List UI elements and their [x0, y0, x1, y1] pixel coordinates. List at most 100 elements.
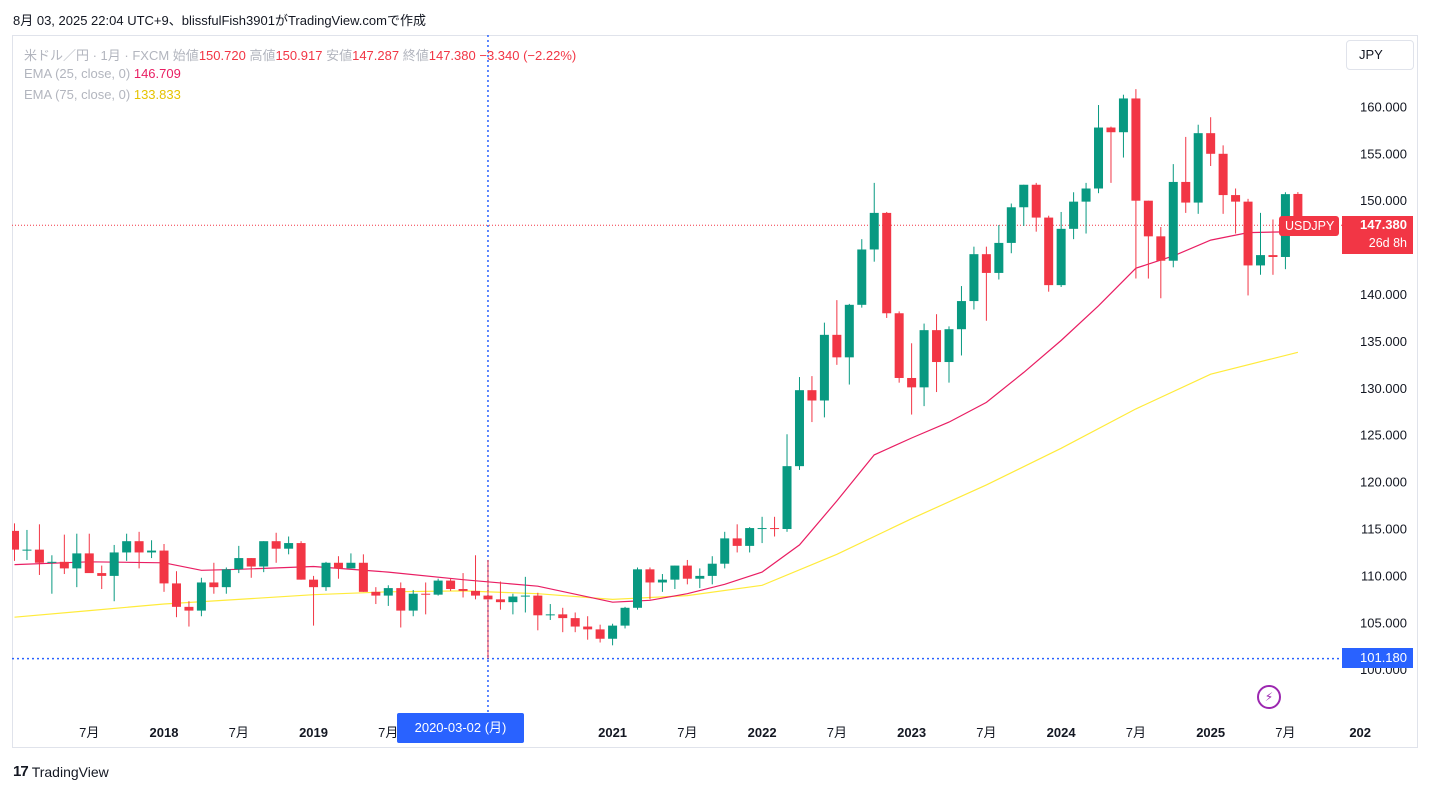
candle-body: [545, 614, 555, 616]
ema75-value: 133.833: [133, 87, 181, 102]
lightning-icon[interactable]: ⚡: [1257, 685, 1281, 709]
candle-body: [22, 549, 32, 551]
y-tick-label: 125.000: [1360, 428, 1407, 443]
x-tick-label: 7月: [79, 725, 99, 740]
candle-body: [657, 579, 667, 583]
candle-body: [794, 390, 804, 467]
candle-body: [645, 569, 655, 583]
symbol-tag: USDJPY: [1279, 216, 1339, 236]
candle-body: [483, 595, 493, 600]
candle-body: [97, 573, 107, 576]
candle-body: [1006, 207, 1016, 243]
candle-body: [1081, 188, 1091, 202]
currency-button[interactable]: JPY: [1346, 40, 1414, 70]
candle-body: [84, 553, 94, 574]
candle-body: [682, 565, 692, 579]
candle-body: [109, 552, 119, 576]
candle-body: [171, 583, 181, 607]
candle-body: [59, 561, 69, 569]
candle-body: [1031, 184, 1041, 218]
candle-body: [1268, 255, 1278, 257]
y-tick-label: 110.000: [1361, 568, 1407, 583]
candle-body: [595, 629, 605, 639]
last-price-label: 147.380 26d 8h: [1342, 216, 1413, 254]
candle-body: [371, 591, 381, 596]
candle-body: [956, 301, 966, 330]
x-tick-label: 7月: [1275, 725, 1295, 740]
candle-body: [1156, 236, 1166, 261]
candle-body: [271, 541, 281, 549]
candle-body: [333, 562, 343, 569]
candle-body: [396, 588, 406, 611]
candle-body: [1181, 181, 1191, 203]
ema25-label: EMA (25, close, 0): [24, 66, 131, 81]
x-tick-label: 2019: [299, 725, 328, 740]
crosshair-date-label: 2020-03-02 (月): [397, 713, 524, 743]
candle-body: [358, 562, 368, 592]
candle-body: [471, 590, 481, 596]
candle-body: [1243, 201, 1253, 266]
candle-body: [12, 530, 19, 550]
tradingview-logo[interactable]: 17 TradingView: [13, 763, 109, 780]
legend-close-label: 終値: [402, 48, 429, 63]
candle-body: [47, 561, 57, 563]
candle-body: [209, 582, 219, 588]
candle-body: [857, 249, 867, 305]
candle-body: [994, 242, 1004, 273]
legend-low-label: 安値: [326, 48, 353, 63]
candle-body: [1118, 98, 1128, 133]
x-tick-label: 2018: [150, 725, 179, 740]
candle-body: [1218, 153, 1228, 196]
candle-body: [1206, 133, 1216, 154]
candle-body: [221, 569, 231, 588]
ema75-legend[interactable]: EMA (75, close, 0) 133.833: [24, 87, 181, 102]
candle-body: [782, 466, 792, 529]
candle-body: [620, 607, 630, 626]
candle-body: [1231, 195, 1241, 202]
x-tick-label: 2025: [1196, 725, 1225, 740]
candle-body: [981, 254, 991, 273]
candle-body: [284, 543, 294, 549]
candle-body: [147, 550, 157, 553]
candle-body: [1293, 193, 1303, 226]
legend-symbol: 米ドル／円 · 1月 · FXCM: [24, 48, 170, 63]
candle-body: [309, 579, 319, 588]
candle-body: [869, 212, 879, 250]
candle-body: [583, 626, 593, 630]
candle-body: [819, 334, 829, 401]
y-tick-label: 130.000: [1360, 381, 1407, 396]
y-tick-label: 115.000: [1361, 522, 1407, 537]
candle-body: [944, 329, 954, 363]
ema75-line: [14, 351, 1299, 618]
legend-change: −3.340 (−2.22%): [479, 48, 577, 63]
candle-body: [919, 330, 929, 388]
x-tick-label: 2022: [748, 725, 777, 740]
candle-body: [122, 541, 132, 553]
candle-body: [1168, 181, 1178, 261]
candle-body: [770, 528, 780, 530]
candle-body: [458, 589, 468, 591]
candle-body: [159, 550, 169, 584]
candle-body: [932, 330, 942, 363]
y-tick-label: 120.000: [1360, 475, 1407, 490]
candle-body: [134, 541, 144, 553]
candle-body: [570, 618, 580, 627]
tv-logo-text: TradingView: [31, 763, 109, 780]
snapshot-header: 8月 03, 2025 22:04 UTC+9、blissfulFish3901…: [13, 13, 426, 28]
legend-high-label: 高値: [249, 48, 276, 63]
candle-body: [1044, 217, 1054, 286]
candle-body: [246, 558, 256, 567]
candle-body: [234, 558, 244, 570]
candle-body: [533, 595, 543, 616]
candle-body: [1193, 133, 1203, 203]
last-price-value: 147.380: [1360, 217, 1407, 232]
chart-canvas[interactable]: 100.000105.000110.000115.000120.000125.0…: [12, 35, 1418, 748]
candle-body: [196, 582, 206, 611]
y-tick-label: 140.000: [1360, 287, 1407, 302]
candle-body: [1143, 200, 1153, 237]
candle-body: [346, 562, 356, 569]
ema25-legend[interactable]: EMA (25, close, 0) 146.709: [24, 66, 181, 81]
x-tick-label: 2023: [897, 725, 926, 740]
candle-body: [433, 580, 443, 595]
candle-body: [1094, 127, 1104, 189]
